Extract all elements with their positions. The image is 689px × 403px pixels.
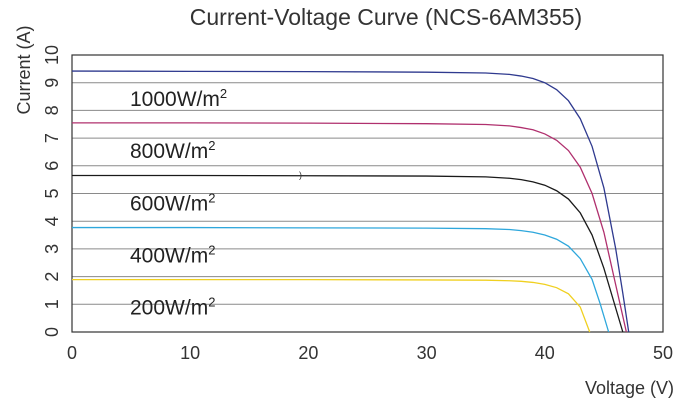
y-tick-label: 8 [42, 105, 62, 115]
chart-title: Current-Voltage Curve (NCS-6AM355) [190, 4, 582, 30]
x-tick-label: 40 [535, 343, 555, 363]
x-tick-label: 50 [653, 343, 673, 363]
curve-label-main: 1000W/m [130, 88, 220, 111]
y-tick-label: 2 [42, 272, 62, 282]
y-tick-label: 4 [42, 216, 62, 226]
curve-label-sup: 2 [208, 190, 215, 205]
x-tick-label: 20 [298, 343, 318, 363]
curve-label-main: 600W/m [130, 192, 208, 215]
curve-800w-m2 [72, 122, 627, 333]
curve-label-sup: 2 [208, 138, 215, 153]
curve-label-main: 400W/m [130, 245, 208, 268]
y-tick-labels: 0 1 2 3 4 5 6 7 8 9 10 [42, 45, 62, 337]
curve-label: 800W/m2 [130, 138, 215, 163]
curve-200w-m2 [72, 278, 591, 333]
curve-label-sup: 2 [220, 86, 227, 101]
y-tick-label: 3 [42, 244, 62, 254]
y-tick-label: 9 [42, 78, 62, 88]
plot-frame [71, 54, 664, 333]
y-tick-label: 5 [42, 188, 62, 198]
curve-600w-m2 [72, 174, 624, 333]
curve-label-main: 800W/m [130, 140, 208, 163]
curve-label: 200W/m2 [130, 295, 215, 320]
curve-label-sup: 2 [208, 295, 215, 310]
curve-1000w-m2 [71, 70, 630, 333]
y-tick-label: 1 [42, 299, 62, 309]
x-tick-label: 0 [67, 343, 77, 363]
curve-400w-m2 [72, 226, 610, 333]
y-axis-title: Current (A) [14, 25, 34, 114]
x-tick-label: 30 [417, 343, 437, 363]
x-axis-title: Voltage (V) [585, 378, 674, 398]
curve-label: 400W/m2 [130, 243, 215, 268]
y-tick-label: 6 [42, 161, 62, 171]
y-tick-label: 7 [42, 133, 62, 143]
y-tick-label: 10 [42, 45, 62, 65]
x-tick-labels: 0 10 20 30 40 50 [67, 343, 673, 363]
curve-label-sup: 2 [208, 243, 215, 258]
minor-glyph: ) [299, 170, 302, 180]
curve-label: 600W/m2 [130, 190, 215, 215]
curve-label: 1000W/m2 [130, 86, 227, 111]
curve-label-main: 200W/m [130, 297, 208, 320]
curve-lines [71, 70, 630, 333]
x-tick-label: 10 [180, 343, 200, 363]
grid-lines [72, 82, 663, 305]
y-tick-label: 0 [42, 327, 62, 337]
